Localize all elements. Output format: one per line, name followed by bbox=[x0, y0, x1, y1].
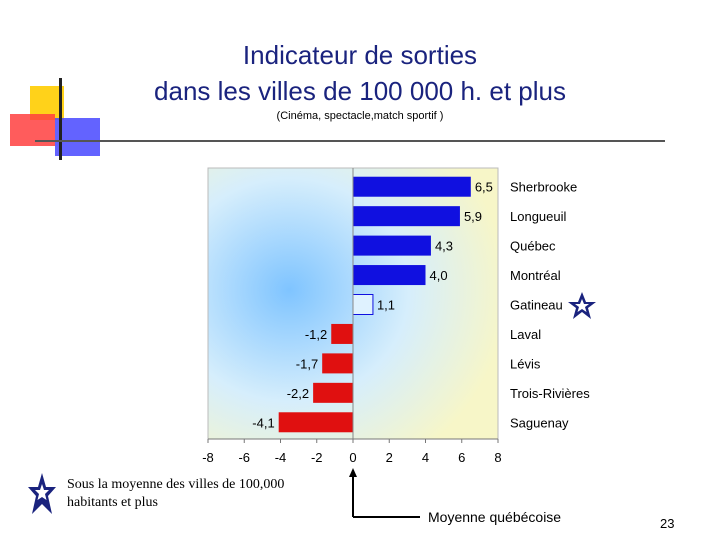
x-tick-label: -2 bbox=[311, 450, 323, 465]
data-label: -1,2 bbox=[305, 327, 327, 342]
category-label: Montréal bbox=[510, 268, 561, 283]
x-tick-label: 6 bbox=[458, 450, 465, 465]
bar bbox=[353, 265, 426, 286]
data-label: -4,1 bbox=[252, 415, 274, 430]
vertical-rule bbox=[59, 78, 62, 160]
blue-square bbox=[55, 118, 100, 156]
category-label: Québec bbox=[510, 239, 556, 254]
slide-subtitle: (Cinéma, spectacle,match sportif ) bbox=[276, 110, 444, 122]
data-label: 1,1 bbox=[377, 298, 395, 313]
category-label: Sherbrooke bbox=[510, 180, 577, 195]
bar bbox=[353, 206, 460, 227]
corner-decoration bbox=[0, 0, 665, 170]
slide-title-line1: Indicateur de sorties bbox=[242, 40, 478, 70]
x-tick-label: 0 bbox=[349, 450, 356, 465]
x-tick-label: -6 bbox=[238, 450, 250, 465]
average-arrow bbox=[349, 468, 420, 518]
average-label: Moyenne québécoise bbox=[428, 509, 562, 525]
star-icon bbox=[568, 292, 596, 319]
bar bbox=[353, 176, 471, 197]
bar bbox=[313, 382, 353, 403]
data-label: 5,9 bbox=[464, 209, 482, 224]
x-tick-label: -4 bbox=[275, 450, 287, 465]
bar bbox=[331, 323, 353, 344]
x-tick-label: 8 bbox=[494, 450, 501, 465]
page-number: 23 bbox=[660, 516, 675, 531]
x-tick-label: 4 bbox=[422, 450, 429, 465]
horizontal-rule bbox=[35, 140, 665, 142]
category-label: Gatineau bbox=[510, 298, 563, 313]
star-icon bbox=[28, 473, 56, 514]
data-label: -1,7 bbox=[296, 356, 318, 371]
category-label: Saguenay bbox=[510, 415, 569, 430]
data-label: 4,3 bbox=[435, 239, 453, 254]
data-label: 4,0 bbox=[430, 268, 448, 283]
data-label: 6,5 bbox=[475, 180, 493, 195]
x-tick-label: -8 bbox=[202, 450, 214, 465]
slide-title-line2: dans les villes de 100 000 h. et plus bbox=[154, 76, 566, 106]
bar bbox=[278, 412, 353, 433]
x-tick-label: 2 bbox=[386, 450, 393, 465]
data-label: -2,2 bbox=[287, 386, 309, 401]
below-average-note: Sous la moyenne des villes de 100,000 ha… bbox=[67, 477, 285, 510]
bar bbox=[353, 235, 431, 256]
category-label: Longueuil bbox=[510, 209, 566, 224]
category-label: Laval bbox=[510, 327, 541, 342]
category-label: Lévis bbox=[510, 356, 541, 371]
bar bbox=[322, 353, 353, 374]
category-label: Trois-Rivières bbox=[510, 386, 590, 401]
bar bbox=[352, 294, 374, 315]
